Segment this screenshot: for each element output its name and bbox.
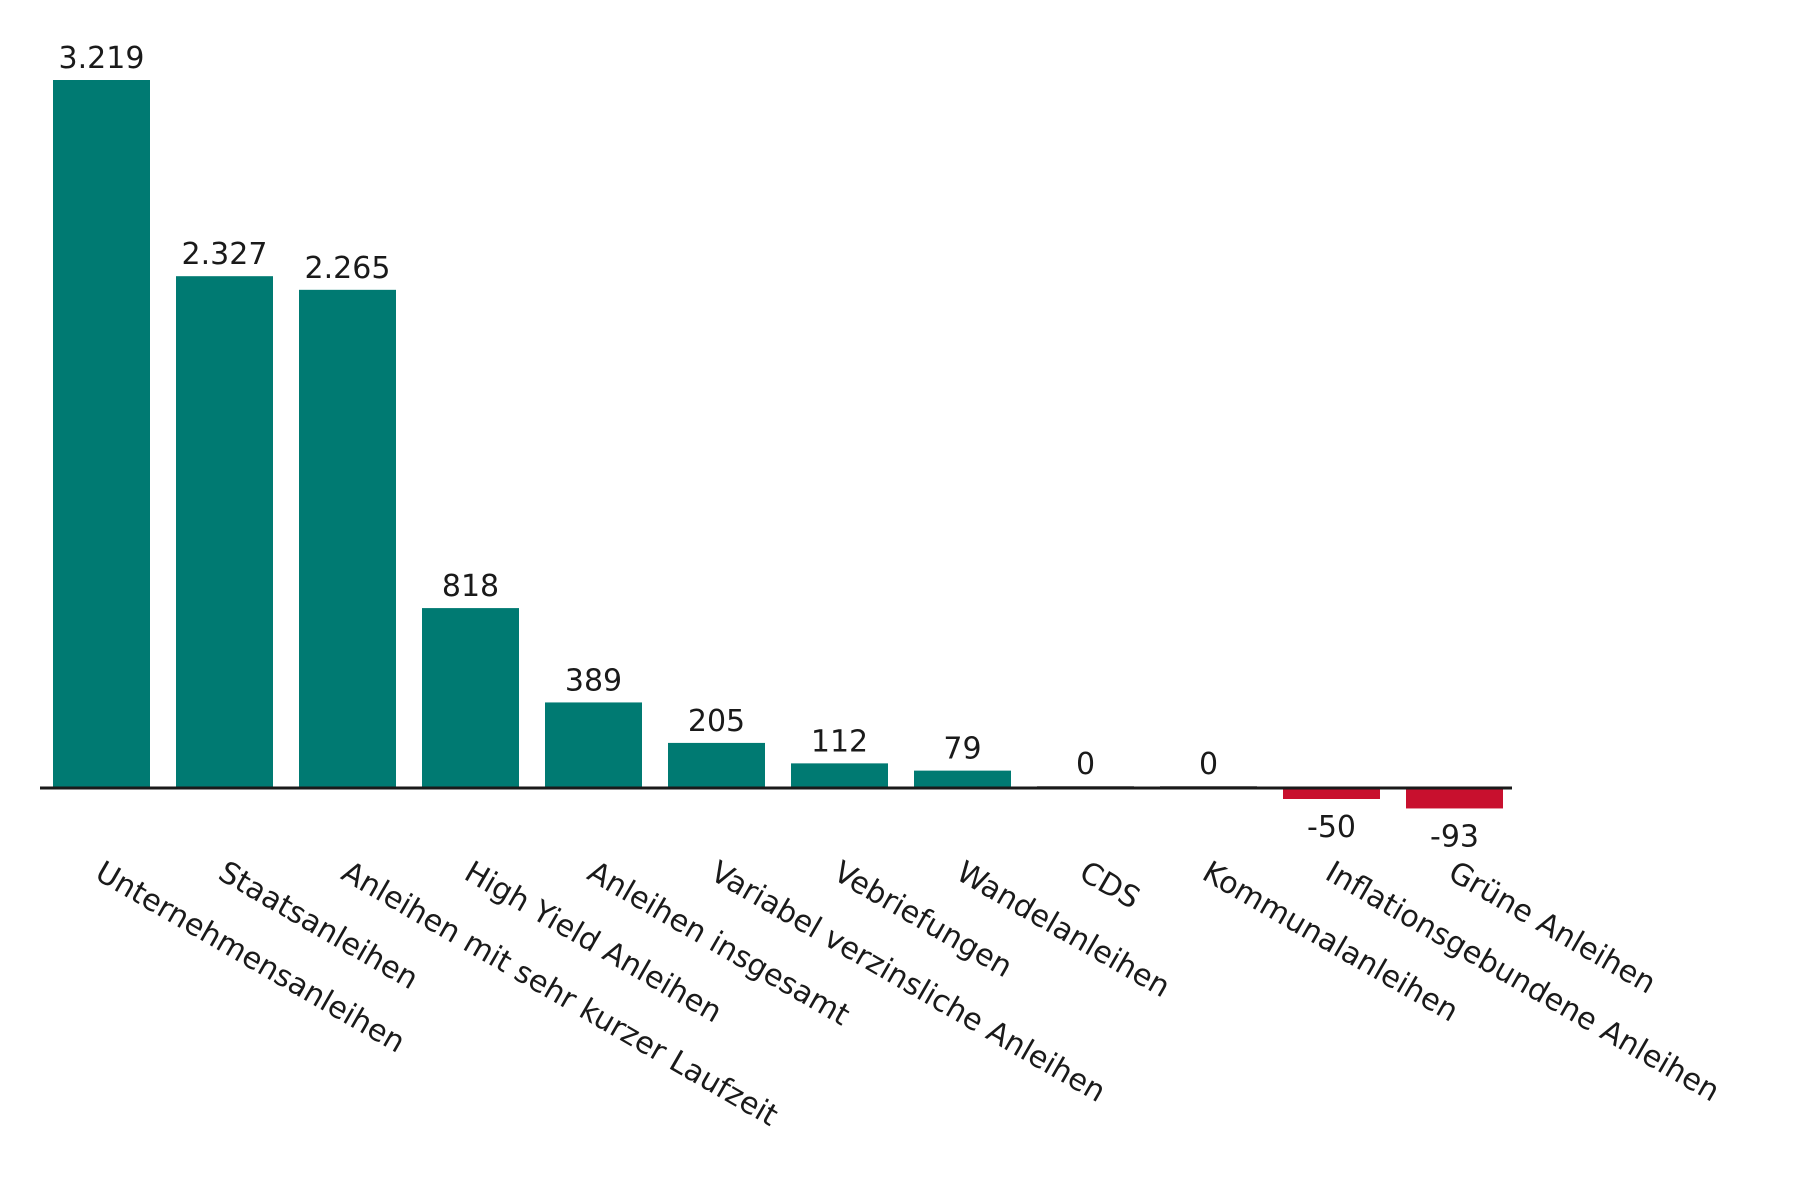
bar-0	[53, 80, 150, 788]
category-labels-layer: UnternehmensanleihenStaatsanleihenAnleih…	[90, 855, 1726, 1134]
bar-11	[1406, 788, 1503, 809]
category-label-8: CDS	[1074, 855, 1146, 917]
bar-5	[668, 742, 765, 788]
bar-value-label-3: 818	[442, 569, 499, 604]
bar-value-label-4: 389	[565, 663, 622, 698]
bar-4	[545, 702, 642, 788]
value-labels-layer: 3.219 2.327 2.265 818 389 205 112 79 0 0 -50 -93	[59, 41, 1479, 854]
bar-1	[176, 276, 273, 788]
bar-value-label-6: 112	[811, 724, 868, 759]
bar-value-label-9: 0	[1199, 747, 1218, 782]
bar-value-label-2: 2.265	[305, 251, 391, 286]
bar-value-label-5: 205	[688, 704, 745, 739]
bar-3	[422, 608, 519, 788]
bar-value-label-1: 2.327	[182, 237, 268, 272]
category-label-7: Wandelanleihen	[951, 855, 1176, 1005]
bars-layer	[53, 80, 1503, 809]
bar-value-label-11: -93	[1430, 819, 1479, 854]
bar-2	[299, 289, 396, 788]
bar-6	[791, 763, 888, 788]
bar-value-label-0: 3.219	[59, 41, 145, 76]
bar-value-label-7: 79	[943, 732, 981, 767]
bar-value-label-8: 0	[1076, 747, 1095, 782]
bar-7	[914, 770, 1011, 788]
bar-value-label-10: -50	[1307, 810, 1356, 845]
bar-10	[1283, 788, 1380, 799]
